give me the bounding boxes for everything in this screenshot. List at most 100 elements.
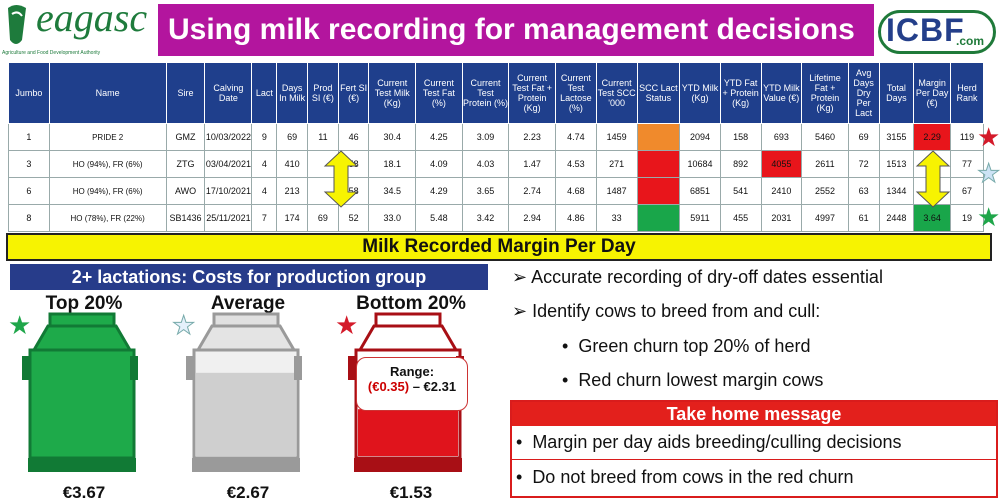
icbf-wordmark: ICBF [886, 12, 965, 48]
table-cell: 10684 [679, 150, 721, 178]
table-cell: 4.68 [554, 177, 597, 205]
table-cell: 5460 [801, 123, 849, 151]
icbf-logo: ICBF .com [876, 2, 1000, 62]
table-cell: 9 [251, 123, 278, 151]
table-cell: 33.0 [368, 204, 417, 232]
table-cell: 4.09 [415, 150, 463, 178]
table-cell: 4055 [760, 150, 803, 178]
table-cell: 3.65 [461, 177, 510, 205]
table-cell: PRIDE 2 [48, 123, 167, 151]
margin-banner: Milk Recorded Margin Per Day [6, 233, 992, 261]
table-cell: 1344 [878, 177, 915, 205]
table-cell: 2094 [679, 123, 721, 151]
red-star-icon: ★ [335, 310, 359, 340]
scc-status-cell [636, 177, 681, 205]
table-cell: 3.09 [461, 123, 510, 151]
churn-value-average: €2.67 [226, 483, 270, 502]
table-cell: 2.74 [508, 177, 556, 205]
table-cell: 10/03/2022 [204, 123, 253, 151]
cow-data-table: Jumbo Name Sire Calving Date Lact Days In Mil… [8, 62, 984, 232]
table-row: 8 HO (78%), FR (22%) SB1436 25/11/2021 7 174 6… [8, 204, 984, 232]
column-header: Calving Date [204, 62, 253, 124]
table-cell: 3.42 [461, 204, 510, 232]
milk-churns [22, 312, 464, 472]
table-cell: 11 [307, 123, 339, 151]
table-cell: 8 [8, 204, 50, 232]
column-header: Current Test Protein (%) [461, 62, 510, 124]
take-home-title: Take home message [512, 402, 996, 426]
column-header: Total Days [878, 62, 915, 124]
double-arrow-icon [323, 150, 359, 208]
table-cell: HO (78%), FR (22%) [48, 204, 167, 232]
table-cell: 2.23 [508, 123, 556, 151]
table-cell: 72 [847, 150, 880, 178]
icbf-domain: .com [956, 34, 985, 48]
column-header: Fert SI (€) [337, 62, 370, 124]
range-high: – €2.31 [412, 379, 457, 394]
table-cell: 174 [276, 204, 309, 232]
teagasc-logo: eagasc Agriculture and Food Development … [0, 0, 160, 62]
take-home-box [510, 400, 998, 498]
table-cell: 5.48 [415, 204, 463, 232]
table-cell: 271 [595, 150, 638, 178]
table-cell: 7 [251, 204, 278, 232]
teagasc-logo-icon [0, 0, 160, 62]
table-cell: 6851 [679, 177, 721, 205]
table-cell: 2552 [801, 177, 849, 205]
note-bullet-1: ➢ Accurate recording of dry-off dates es… [512, 267, 883, 287]
page-title: Using milk recording for management deci… [158, 4, 874, 56]
table-cell: 158 [719, 123, 762, 151]
milk-churn-icon [186, 312, 302, 472]
table-row: 6 HO (94%), FR (6%) AWO 17/10/2021 4 213 58 34.… [8, 177, 984, 205]
green-star-icon: ★ [8, 310, 32, 340]
table-cell: 3 [8, 150, 50, 178]
range-callout: Range: (€0.35) – €2.31 [356, 357, 468, 411]
table-cell: 1487 [595, 177, 638, 205]
column-header: YTD Fat + Protein (Kg) [719, 62, 762, 124]
red-star-icon: ★ [977, 122, 1000, 152]
table-cell: 34.5 [368, 177, 417, 205]
costs-heading: 2+ lactations: Costs for production grou… [10, 264, 488, 290]
column-header: Avg Days Dry Per Lact [847, 62, 880, 124]
arrow-bullet-icon: ➢ [512, 301, 533, 321]
column-header: Current Test Milk (Kg) [368, 62, 417, 124]
table-cell: 61 [847, 204, 880, 232]
table-cell: 30.4 [368, 123, 417, 151]
table-cell: 2.94 [508, 204, 556, 232]
column-header: Current Test SCC '000 [595, 62, 638, 124]
table-cell: 2611 [801, 150, 849, 178]
table-cell: 1513 [878, 150, 915, 178]
column-header: Jumbo [8, 62, 50, 124]
column-header: Name [48, 62, 167, 124]
table-cell: 4 [251, 177, 278, 205]
table-row: 1 PRIDE 2 GMZ 10/03/2022 9 69 11 46 30.4 4.25 3.09… [8, 123, 984, 151]
column-header: Prod SI (€) [307, 62, 339, 124]
column-header: Current Test Fat + Protein (Kg) [508, 62, 556, 124]
table-cell: 52 [337, 204, 370, 232]
take-home-item: • Margin per day aids breeding/culling d… [516, 432, 902, 452]
table-cell: 5911 [679, 204, 721, 232]
table-cell: 4.03 [461, 150, 510, 178]
table-cell: 17/10/2021 [204, 177, 253, 205]
note-bullet-2: ➢ Identify cows to breed from and cull: [512, 301, 821, 321]
table-cell: 1.47 [508, 150, 556, 178]
table-cell: 2410 [760, 177, 803, 205]
churn-value-bottom: €1.53 [389, 483, 433, 502]
table-cell: HO (94%), FR (6%) [48, 177, 167, 205]
scc-status-cell [636, 204, 681, 232]
table-cell: GMZ [165, 123, 206, 151]
table-cell: 69 [307, 204, 339, 232]
churn-label-top: Top 20% [45, 293, 123, 314]
table-cell: 4.53 [554, 150, 597, 178]
scc-status-cell [636, 123, 681, 151]
column-header: Current Test Fat (%) [415, 62, 463, 124]
light-blue-star-icon: ★ [171, 310, 196, 340]
table-cell: 1 [8, 123, 50, 151]
table-cell: 67 [950, 177, 984, 205]
table-cell: 18.1 [368, 150, 417, 178]
churn-value-top: €3.67 [62, 483, 106, 502]
double-arrow-icon [915, 150, 951, 208]
take-home-item: • Do not breed from cows in the red chur… [516, 467, 854, 487]
table-cell: 455 [719, 204, 762, 232]
column-header: Days In Milk [276, 62, 309, 124]
